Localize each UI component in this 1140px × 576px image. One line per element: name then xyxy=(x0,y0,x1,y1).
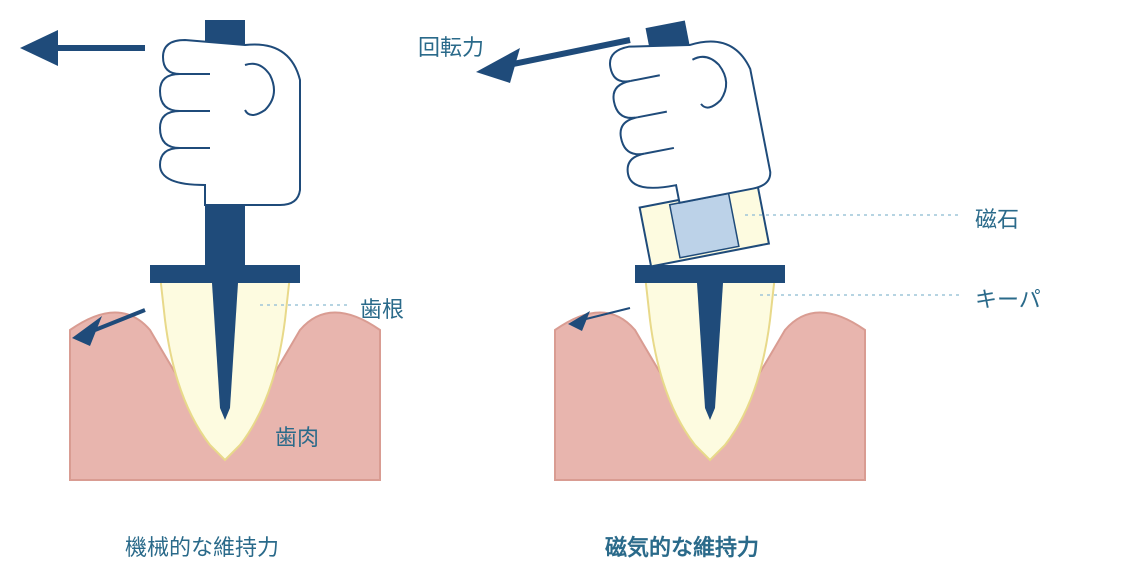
upper-assembly-right xyxy=(601,10,783,267)
right-caption: 磁気的な維持力 xyxy=(605,530,759,562)
right-diagram xyxy=(476,10,960,480)
rotation-arrow-left xyxy=(20,30,145,66)
left-diagram xyxy=(20,20,380,480)
hand-left xyxy=(160,40,300,205)
root-label: 歯根 xyxy=(360,292,404,324)
rotation-label: 回転力 xyxy=(418,30,484,62)
diagram-container: 回転力 歯根 歯肉 磁石 キーパ 機械的な維持力 磁気的な維持力 xyxy=(0,0,1140,576)
diagram-svg xyxy=(0,0,1140,576)
left-caption: 機械的な維持力 xyxy=(125,530,279,562)
keeper-label: キーパ xyxy=(975,282,1041,314)
gum-label: 歯肉 xyxy=(275,420,319,452)
rotation-arrow-right xyxy=(476,40,630,83)
magnet-label: 磁石 xyxy=(975,202,1019,234)
